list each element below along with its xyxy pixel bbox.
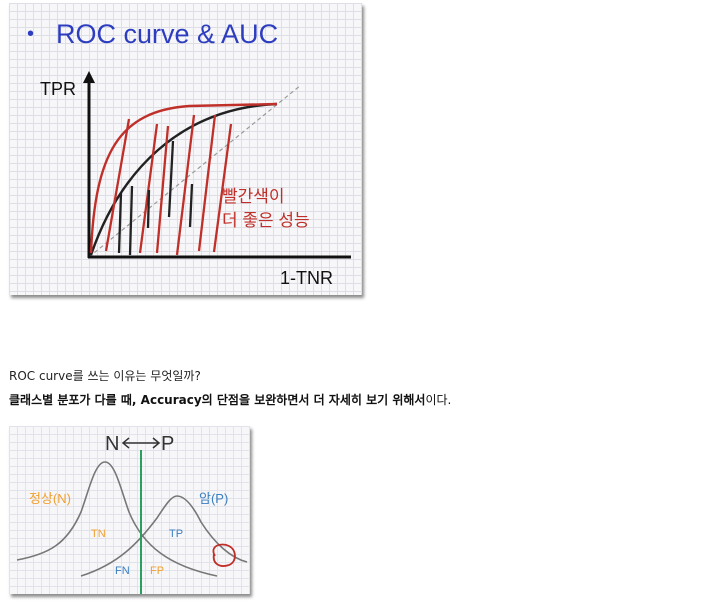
roc-graph: TPR 1-TNR 빨간색이 더 좋은 성능 [40,71,351,288]
annotation-line1: 빨간색이 [222,187,285,206]
x-axis-label: 1-TNR [280,268,333,288]
positive-distribution-curve [80,495,248,577]
slide-title-text: ROC curve & AUC [56,19,279,49]
tn-label: TN [91,528,106,540]
red-circle-mark [212,543,236,567]
fp-label: FP [150,565,164,577]
negative-label: 정상(N) [29,491,71,506]
positive-label: 암(P) [199,491,228,506]
arrow-label-p: P [161,433,174,455]
bullet: • [27,23,35,45]
distribution-slide: N P 정상(N) 암(P) TN TP FN FP [9,426,250,594]
arrow-label-n: N [105,433,119,455]
tp-label: TP [169,528,183,540]
annotation-line2: 더 좋은 성능 [222,211,310,230]
answer-tail: 이다. [425,393,452,407]
roc-slide: • ROC curve & AUC TPR 1-TNR [9,3,362,295]
red-roc-curve [89,102,278,254]
y-axis-label: TPR [40,79,76,99]
answer-text: 클래스별 분포가 다를 때, Accuracy의 단점을 보완하면서 더 자세히… [9,391,451,408]
black-hatching [117,140,194,256]
diagonal-line [88,84,302,258]
red-hatching [104,114,233,256]
y-axis-arrow [83,71,95,83]
slide-title: • ROC curve & AUC [27,19,278,50]
double-arrow [121,437,161,449]
question-text: ROC curve를 쓰는 이유는 무엇일까? [9,369,201,383]
negative-distribution-curve [16,461,218,577]
distribution-graph: N P 정상(N) 암(P) TN TP FN FP [16,433,248,594]
fn-label: FN [115,565,130,577]
answer-bold: 클래스별 분포가 다를 때, Accuracy의 단점을 보완하면서 더 자세히… [9,393,426,407]
black-roc-curve [89,102,278,256]
